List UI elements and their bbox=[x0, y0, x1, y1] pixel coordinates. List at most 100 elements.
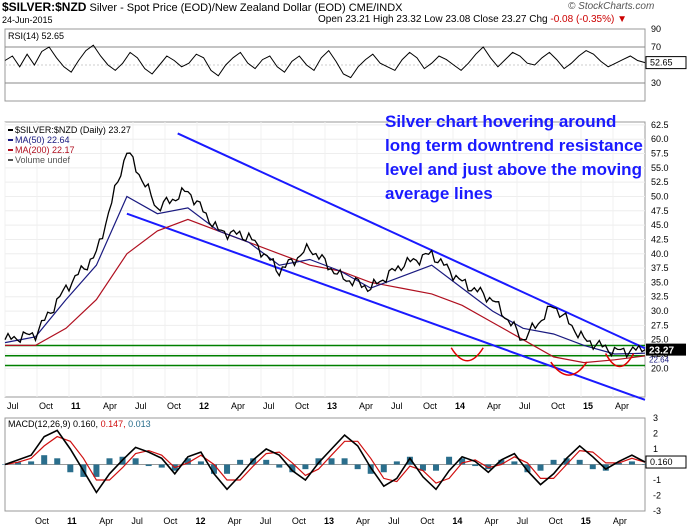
macd-hist-bar bbox=[615, 462, 622, 465]
change-value: -0.08 (-0.35%) bbox=[550, 14, 615, 25]
chart-date: 24-Jun-2015 bbox=[2, 15, 53, 25]
macd-hist-bar bbox=[511, 461, 518, 465]
macd-hist-bar bbox=[67, 464, 74, 473]
macd-x-tick-label: Jul bbox=[260, 516, 272, 526]
macd-x-tick-label: Oct bbox=[35, 516, 50, 526]
macd-line bbox=[4, 429, 646, 494]
macd-tick-label: -2 bbox=[653, 491, 661, 501]
macd-hist-bar bbox=[589, 464, 596, 470]
macd-tick-label: -1 bbox=[653, 475, 661, 485]
macd-last-box bbox=[645, 455, 687, 469]
macd-x-tick-label: Apr bbox=[484, 516, 498, 526]
macd-x-tick-label: Oct bbox=[163, 516, 178, 526]
price-tick-label: 57.5 bbox=[651, 149, 669, 159]
rsi-last-value: 52.65 bbox=[650, 58, 673, 68]
price-line bbox=[4, 152, 646, 359]
macd-hist-bar bbox=[328, 458, 335, 465]
price-x-tick-label: 15 bbox=[583, 401, 593, 411]
macd-hist-bar bbox=[93, 464, 100, 477]
price-x-tick-label: Jul bbox=[391, 401, 403, 411]
price-tick-label: 40.0 bbox=[651, 249, 669, 259]
price-x-tick-label: Jul bbox=[7, 401, 19, 411]
macd-hist-bar bbox=[628, 461, 635, 465]
price-x-tick-label: 11 bbox=[71, 401, 81, 411]
macd-hist-bar bbox=[263, 459, 270, 465]
price-x-tick-label: Oct bbox=[423, 401, 438, 411]
macd-x-tick-label: 11 bbox=[67, 516, 77, 526]
macd-hist-bar bbox=[642, 464, 648, 465]
macd-hist-bar bbox=[406, 456, 413, 465]
macd-x-tick-label: 13 bbox=[324, 516, 334, 526]
macd-hist-bar bbox=[224, 464, 231, 474]
price-x-tick-label: Oct bbox=[295, 401, 310, 411]
macd-hist-bar bbox=[380, 464, 387, 473]
price-x-tick-label: Apr bbox=[231, 401, 245, 411]
macd-hist-bar bbox=[237, 459, 244, 465]
macd-hist-bar bbox=[132, 458, 139, 465]
legend-label-0: $SILVER:$NZD (Daily) 23.27 bbox=[15, 125, 131, 135]
macd-hist-bar bbox=[158, 464, 165, 468]
price-tick-label: 32.5 bbox=[651, 292, 669, 302]
macd-x-tick-label: Apr bbox=[356, 516, 370, 526]
legend-label-1: MA(50) 22.64 bbox=[15, 135, 70, 145]
macd-x-tick-label: Apr bbox=[228, 516, 242, 526]
price-x-tick-label: 12 bbox=[199, 401, 209, 411]
rsi-series-line bbox=[4, 44, 646, 79]
macd-x-tick-label: 15 bbox=[581, 516, 591, 526]
price-tick-label: 47.5 bbox=[651, 206, 669, 216]
macd-hist-bar bbox=[41, 455, 48, 465]
macd-hist-bar bbox=[210, 464, 217, 474]
macd-x-tick-label: Jul bbox=[388, 516, 400, 526]
legend-label-3: Volume undef bbox=[15, 155, 71, 165]
macd-x-tick-label: Apr bbox=[613, 516, 627, 526]
macd-hist-bar bbox=[250, 458, 257, 465]
macd-hist-bar bbox=[602, 464, 609, 471]
macd-x-tick-label: Oct bbox=[420, 516, 435, 526]
price-tick-label: 37.5 bbox=[651, 263, 669, 273]
price-x-tick-label: 13 bbox=[327, 401, 337, 411]
price-x-tick-label: Jul bbox=[263, 401, 275, 411]
macd-x-tick-label: Oct bbox=[549, 516, 564, 526]
macd-hist-bar bbox=[485, 464, 492, 470]
rsi-tick-label: 30 bbox=[651, 78, 661, 88]
macd-hist-bar bbox=[419, 464, 426, 471]
price-x-tick-label: Oct bbox=[551, 401, 566, 411]
macd-tick-label: 1 bbox=[653, 444, 658, 454]
macd-legend-part: 0.160, bbox=[73, 419, 101, 429]
channel-upper-line bbox=[177, 132, 646, 350]
macd-hist-bar bbox=[563, 458, 570, 465]
macd-hist-bar bbox=[106, 458, 113, 465]
price-tick-label: 35.0 bbox=[651, 277, 669, 287]
macd-hist-bar bbox=[197, 461, 204, 465]
macd-hist-bar bbox=[367, 464, 374, 474]
chart-title: $SILVER:$NZD Silver - Spot Price (EOD)/N… bbox=[2, 0, 403, 14]
pattern-arc-0 bbox=[450, 347, 484, 362]
ma200-line bbox=[5, 218, 646, 364]
change-down-icon: ▼ bbox=[617, 14, 627, 25]
price-tick-label: 45.0 bbox=[651, 220, 669, 230]
macd-legend-part: MACD(12,26,9) bbox=[8, 419, 73, 429]
macd-hist-bar bbox=[354, 464, 361, 470]
price-tick-label: 30.0 bbox=[651, 306, 669, 316]
macd-legend-part: 0.013 bbox=[128, 419, 151, 429]
price-panel: 62.5 60.0 57.5 55.0 52.5 50.0 47.5 45.0 42.5 40.0… bbox=[4, 120, 686, 411]
price-x-tick-label: 14 bbox=[455, 401, 465, 411]
macd-hist-bar bbox=[446, 456, 453, 465]
macd-hist-bar bbox=[2, 464, 8, 465]
price-x-tick-label: Apr bbox=[103, 401, 117, 411]
price-x-tick-label: Apr bbox=[615, 401, 629, 411]
brand-logo: © StockCharts.com bbox=[568, 1, 655, 12]
price-tick-label: 42.5 bbox=[651, 234, 669, 244]
chart-annotation: Silver chart hovering around long term d… bbox=[385, 112, 643, 203]
macd-hist-bar bbox=[15, 462, 22, 465]
ma50-last-value: 22.64 bbox=[649, 356, 670, 365]
macd-hist-bar bbox=[576, 459, 583, 465]
channel-lower-line bbox=[126, 212, 646, 401]
price-last-box bbox=[646, 343, 686, 356]
price-tick-label: 62.5 bbox=[651, 120, 669, 130]
macd-hist-bar bbox=[302, 464, 309, 470]
macd-hist-bar bbox=[276, 464, 283, 468]
